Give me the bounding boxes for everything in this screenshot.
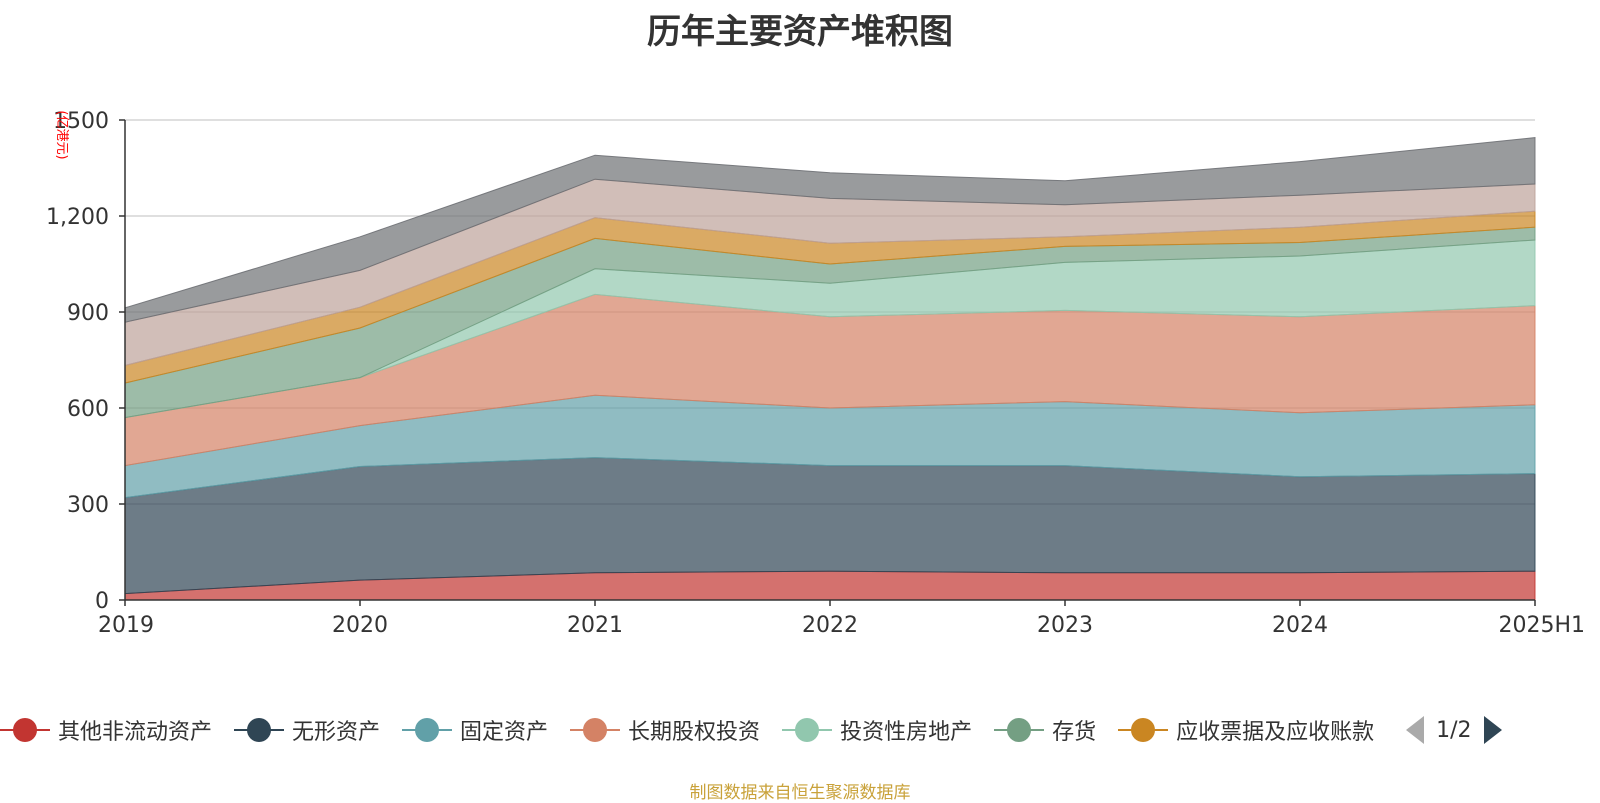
- legend-marker-icon: [0, 718, 50, 742]
- legend-label: 投资性房地产: [840, 720, 973, 745]
- legend-next-page-button[interactable]: [1483, 716, 1502, 744]
- legend-item[interactable]: 固定资产: [402, 714, 548, 746]
- legend: 其他非流动资产 无形资产 固定资产 长期股权投资 投资性房地产 存货 应收票据及应收账款 1…: [0, 710, 1600, 750]
- legend-marker-icon: [402, 718, 453, 742]
- y-tick-label: 1,200: [46, 205, 109, 230]
- x-tick-label: 2021: [567, 613, 623, 638]
- area-series-其他资产: [124, 137, 1536, 323]
- legend-marker-icon: [994, 718, 1045, 742]
- legend-item[interactable]: 无形资产: [234, 714, 380, 746]
- legend-item[interactable]: 存货: [994, 714, 1096, 746]
- y-tick-label: 900: [67, 301, 109, 326]
- legend-item[interactable]: 应收票据及应收账款: [1118, 714, 1374, 746]
- legend-label: 存货: [1052, 720, 1097, 745]
- legend-item[interactable]: 其他非流动资产: [0, 714, 212, 746]
- legend-page-indicator: 1/2: [1436, 717, 1472, 743]
- x-tick-label: 2024: [1272, 613, 1328, 638]
- legend-item[interactable]: 投资性房地产: [782, 714, 972, 746]
- y-tick-label: 1500: [53, 109, 109, 134]
- legend-label: 应收票据及应收账款: [1176, 720, 1375, 745]
- x-tick-label: 2020: [332, 613, 388, 638]
- legend-items: 其他非流动资产 无形资产 固定资产 长期股权投资 投资性房地产 存货 应收票据及应收账款: [0, 714, 1396, 746]
- legend-marker-icon: [782, 718, 833, 742]
- axes: 0 300 600 900 1,200 1500 2019 2020 2021 2022 2023 2…: [46, 109, 1585, 638]
- legend-label: 长期股权投资: [628, 720, 761, 745]
- legend-marker-icon: [1118, 718, 1169, 742]
- legend-marker-icon: [570, 718, 621, 742]
- legend-label: 无形资产: [292, 720, 381, 745]
- area-series: [124, 137, 1536, 601]
- chart-title: 历年主要资产堆积图: [647, 12, 953, 52]
- source-note: 制图数据来自恒生聚源数据库: [689, 783, 911, 803]
- legend-marker-icon: [234, 718, 285, 742]
- legend-item[interactable]: 长期股权投资: [570, 714, 760, 746]
- legend-label: 固定资产: [460, 720, 549, 745]
- x-tick-label: 2025H1: [1498, 613, 1585, 638]
- y-tick-label: 0: [95, 589, 109, 614]
- legend-label: 其他非流动资产: [58, 720, 213, 745]
- x-tick-label: 2023: [1037, 613, 1093, 638]
- y-axis-unit-label: (亿港元): [54, 110, 69, 159]
- y-tick-label: 300: [67, 493, 109, 518]
- y-tick-label: 600: [67, 397, 109, 422]
- x-tick-label: 2019: [98, 613, 154, 638]
- legend-prev-page-button[interactable]: [1406, 716, 1425, 744]
- x-tick-label: 2022: [802, 613, 858, 638]
- legend-pager: 1/2: [1406, 716, 1502, 744]
